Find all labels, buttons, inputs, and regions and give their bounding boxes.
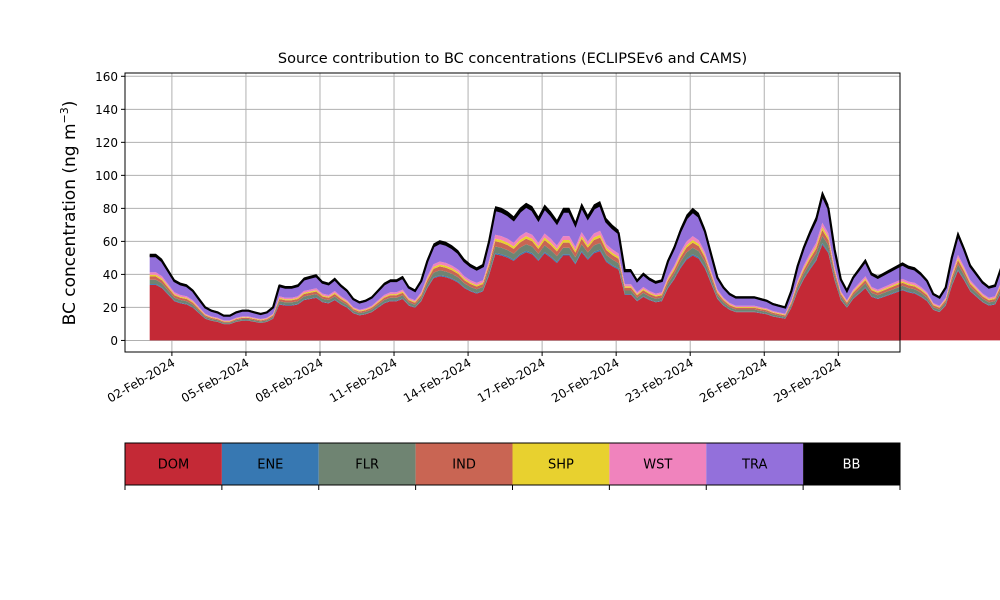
legend-swatch-flr: [318, 443, 416, 485]
y-tick-label: 100: [95, 169, 118, 183]
y-axis-label-main: BC concentration (ng m: [60, 123, 80, 325]
legend-label-dom: DOM: [158, 458, 189, 473]
legend-swatch-tra: [706, 443, 804, 485]
legend-label-shp: SHP: [548, 458, 574, 473]
legend-label-bb: BB: [843, 458, 861, 473]
y-tick-label: 20: [103, 301, 118, 315]
area-layer: [149, 190, 1000, 341]
plot-frame: [124, 72, 901, 353]
legend-swatch-shp: [512, 443, 610, 485]
y-axis-label-close: ): [60, 101, 80, 108]
colorbar-legend: DOM ENE FLR IND SHP WST TRA BB: [124, 442, 901, 490]
y-tick-label: 60: [103, 235, 118, 249]
y-axis-label-sup: −3: [58, 107, 71, 123]
area-series-dom: [149, 244, 1000, 341]
legend-swatch-ind: [415, 443, 513, 485]
y-tick-label: 40: [103, 268, 118, 282]
chart-title: Source contribution to BC concentrations…: [278, 51, 747, 67]
y-tick-label: 80: [103, 202, 118, 216]
y-tick-label: 0: [110, 334, 118, 348]
legend-label-ene: ENE: [257, 458, 283, 473]
legend-label-flr: FLR: [355, 458, 379, 473]
y-tick-label: 120: [95, 136, 118, 150]
y-tick-label: 140: [95, 103, 118, 117]
legend-label-tra: TRA: [741, 458, 767, 473]
legend-swatch-wst: [609, 443, 707, 485]
legend-swatch-ene: [221, 443, 319, 485]
legend-swatch-bb: [803, 443, 900, 485]
legend-label-ind: IND: [452, 458, 476, 473]
y-axis-label: BC concentration (ng m−3): [58, 101, 80, 326]
legend-swatch-dom: [125, 443, 222, 485]
y-tick-label: 160: [95, 70, 118, 84]
legend-label-wst: WST: [643, 458, 672, 473]
total-line: [149, 191, 1000, 317]
